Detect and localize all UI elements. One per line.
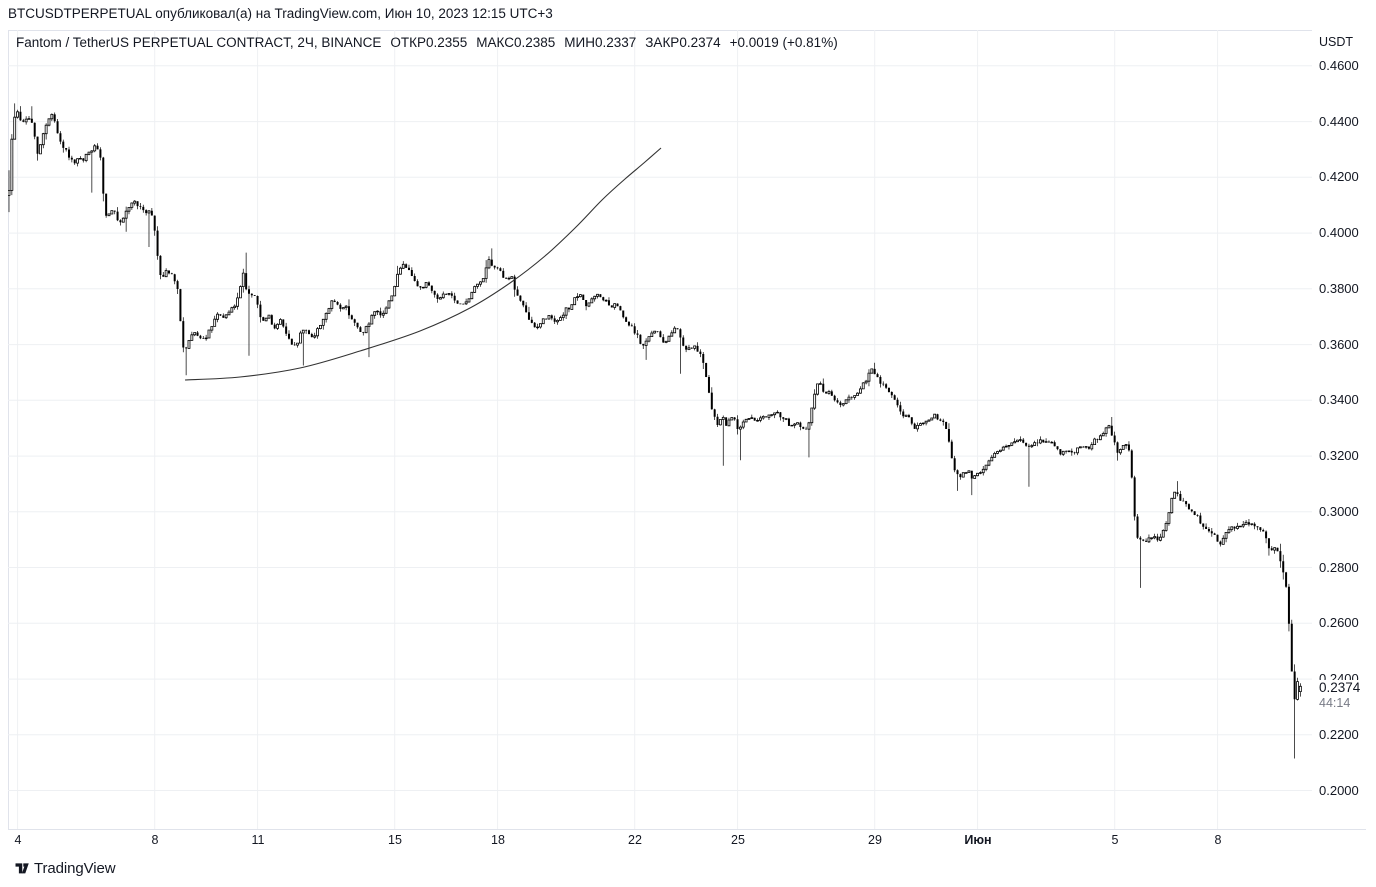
change-value: +0.0019 (+0.81%) xyxy=(729,35,838,50)
time-tick-label: 29 xyxy=(868,833,882,847)
attribution-text: BTCUSDTPERPETUAL опубликовал(а) на Tradi… xyxy=(8,6,553,21)
up-candle-bodies xyxy=(8,111,1302,700)
time-tick-label: 4 xyxy=(14,833,22,847)
price-tick-label: 0.3200 xyxy=(1319,448,1359,463)
time-tick-label: 25 xyxy=(731,833,745,847)
price-tick-label: 0.3600 xyxy=(1319,337,1359,352)
chart-legend: Fantom / TetherUS PERPETUAL CONTRACT, 2Ч… xyxy=(16,35,838,51)
price-tick-label: 0.2800 xyxy=(1319,560,1359,575)
chart-snapshot: Fantom / TetherUS PERPETUAL CONTRACT, 2Ч… xyxy=(8,30,1366,852)
legend-ohlc-values: ОТКР 0.2355 МАКС 0.2385 МИН 0.2337 ЗАКР 0.2374 xyxy=(390,35,720,50)
tradingview-logo-icon xyxy=(15,862,29,873)
horizontal-gridlines xyxy=(8,65,1312,791)
price-tick-label: 0.4400 xyxy=(1319,114,1359,129)
chart-pane[interactable]: Fantom / TetherUS PERPETUAL CONTRACT, 2Ч… xyxy=(8,30,1312,829)
ohlc-закр: ЗАКР 0.2374 xyxy=(645,35,721,50)
price-tick-label: 0.4600 xyxy=(1319,58,1359,73)
time-tick-label: Июн xyxy=(964,833,992,847)
price-tick-label: 0.4200 xyxy=(1319,169,1359,184)
candlestick-chart[interactable] xyxy=(8,30,1312,829)
vertical-gridlines xyxy=(17,30,1219,829)
price-axis[interactable]: USDT 0.4600 0.4400 0.4200 0.4000 0.3800 0.360… xyxy=(1312,30,1366,852)
price-tick-label: 0.4000 xyxy=(1319,225,1359,240)
time-axis[interactable]: 4 8 11 15 18 22 25 29 Июн 5 8 xyxy=(8,829,1366,852)
price-tick-label: 0.2200 xyxy=(1319,727,1359,742)
tradingview-logo-link[interactable]: TradingView xyxy=(15,858,116,878)
last-price-value: 0.2374 xyxy=(1319,680,1361,695)
ohlc-мин: МИН 0.2337 xyxy=(564,35,637,50)
time-tick-label: 8 xyxy=(1214,833,1222,847)
ohlc-макс: МАКС 0.2385 xyxy=(476,35,556,50)
price-tick-label: 0.3400 xyxy=(1319,392,1359,407)
time-tick-label: 5 xyxy=(1111,833,1119,847)
price-tick-label: 0.3800 xyxy=(1319,281,1359,296)
down-candle-bodies xyxy=(19,111,1296,700)
price-axis-currency: USDT xyxy=(1319,35,1354,49)
time-tick-label: 18 xyxy=(491,833,505,847)
price-tick-label: 0.2000 xyxy=(1319,783,1359,798)
bar-countdown: 44:14 xyxy=(1319,696,1351,710)
curve-annotation xyxy=(184,147,662,381)
time-tick-label: 8 xyxy=(151,833,159,847)
price-tick-label: 0.2600 xyxy=(1319,615,1359,630)
tradingview-brand-text: TradingView xyxy=(34,859,116,877)
time-tick-label: 15 xyxy=(388,833,402,847)
time-tick-label: 22 xyxy=(628,833,642,847)
time-tick-label: 11 xyxy=(251,833,265,847)
symbol-title: Fantom / TetherUS PERPETUAL CONTRACT, 2Ч… xyxy=(16,35,382,50)
ohlc-откр: ОТКР 0.2355 xyxy=(390,35,468,50)
price-tick-label: 0.3000 xyxy=(1319,504,1359,519)
last-price-label: 0.2374 44:14 xyxy=(1312,680,1366,713)
